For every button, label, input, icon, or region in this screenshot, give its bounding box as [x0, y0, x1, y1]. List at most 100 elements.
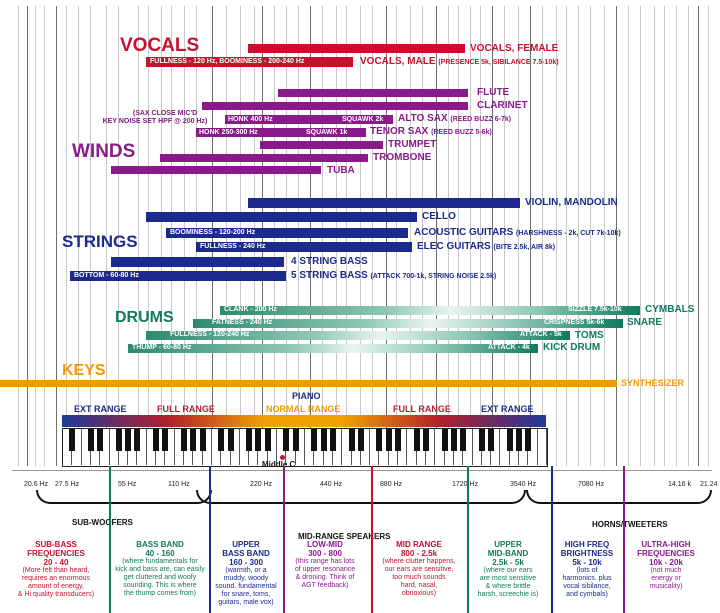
grid-line	[56, 6, 57, 466]
piano-black-key	[329, 429, 336, 451]
piano-white-key	[296, 429, 305, 465]
note-sax-line2: KEY NOISE SET HPF @ 200 Hz)	[102, 118, 208, 125]
piano-white-key	[268, 429, 278, 465]
grid-line	[616, 6, 617, 466]
piano-black-key	[450, 429, 457, 451]
label-alto-note: (REED BUZZ 6-7k)	[450, 116, 512, 123]
piano-black-key	[283, 429, 290, 451]
section-winds: WINDS	[72, 141, 136, 162]
frequency-band: LOW-MID 300 - 800 (this range has lots of u…	[286, 540, 364, 590]
brace-sub-woofers	[36, 490, 212, 504]
grid-line	[504, 6, 505, 466]
label-alto-sax: ALTO SAX (REED BUZZ 6-7k)	[398, 114, 511, 124]
grid-line	[518, 6, 519, 466]
grid-line	[90, 6, 91, 466]
frequency-band-description: (More felt than heard, requires an enormo…	[17, 567, 95, 598]
piano-black-key	[460, 429, 467, 451]
grid-line	[578, 6, 579, 466]
label-5-string-main: 5 STRING BASS	[291, 270, 368, 281]
bar-5-string-bass	[70, 271, 286, 281]
grid-line	[640, 6, 641, 466]
piano-black-key	[134, 429, 141, 451]
frequency-band: UPPER MID-BAND 2.5k - 5k (where our ears are…	[470, 540, 546, 599]
frequency-band-divider	[283, 466, 285, 613]
bar-elec-guitar	[196, 242, 412, 252]
frequency-label: 20.6 Hz	[24, 481, 49, 488]
frequency-band: BASS BAND 40 - 160 (where fundamentals for…	[112, 540, 208, 598]
grid-line	[676, 6, 677, 466]
label-4-string-bass: 4 STRING BASS	[291, 256, 368, 267]
label-elec-main: ELEC GUITARS	[417, 241, 491, 252]
bar-4-string-bass	[111, 257, 284, 267]
piano-black-key	[506, 429, 513, 451]
label-middle-c: Middle C	[262, 460, 296, 469]
bar-text-cymbals-left: CLANK - 200 Hz	[224, 306, 277, 313]
bar-text-toms-left: FULLNESS - 120-240 Hz	[170, 331, 250, 338]
bar-trumpet	[260, 141, 383, 149]
bar-text-snare-left: FATNESS - 240 Hz	[212, 319, 273, 326]
bar-acoustic-guitar	[166, 228, 408, 238]
piano-black-key	[376, 429, 383, 451]
bar-text-tenor-honk: HONK 250-300 Hz	[199, 129, 258, 136]
grid-line	[118, 6, 119, 466]
piano-white-key	[203, 429, 212, 465]
bar-tuba	[111, 166, 321, 174]
piano-white-key	[165, 429, 175, 465]
bar-snare	[193, 319, 623, 328]
bar-text-alto-squawk: SQUAWK 2k	[342, 116, 384, 123]
label-tenor-main: TENOR SAX	[370, 126, 429, 137]
grid-line	[480, 6, 481, 466]
label-elec-note: (BITE 2.5k, AIR 8k)	[493, 244, 556, 251]
frequency-label: 7080 Hz	[578, 481, 605, 488]
bar-text-kick-right: ATTACK - 4k	[488, 344, 530, 351]
piano-black-key	[246, 429, 253, 451]
piano-white-key	[333, 429, 343, 465]
bar-text-alto-honk: HONK 400 Hz	[228, 116, 273, 123]
grid-line	[27, 6, 28, 466]
note-sax-line1: (SAX CLOSE MIC'D	[132, 110, 198, 117]
brace-horns	[526, 490, 712, 504]
frequency-label: 1720 Hz	[452, 481, 479, 488]
frequency-band: HIGH FREQ BRIGHTNESS 5k - 10k (lots of harmo…	[554, 540, 620, 599]
piano-black-key	[181, 429, 187, 451]
bar-flute	[278, 89, 468, 97]
label-vocals-female: VOCALS, FEMALE	[470, 43, 559, 54]
label-tenor-note: (REED BUZZ 5-6k)	[431, 129, 492, 136]
frequency-band-divider	[467, 466, 469, 613]
bar-trombone	[160, 154, 368, 162]
frequency-band-description: (this range has lots of upper resonance & …	[294, 558, 356, 589]
piano-white-key	[463, 429, 473, 465]
frequency-axis-line	[12, 470, 712, 471]
frequency-band-divider	[109, 466, 111, 613]
piano-white-key	[361, 429, 371, 465]
bar-clarinet	[202, 102, 468, 110]
piano-black-key	[357, 429, 364, 451]
section-strings: STRINGS	[62, 232, 138, 251]
label-vocals-male: VOCALS, MALE (PRESENCE 5k, SIBILANCE 7.5…	[360, 57, 559, 67]
frequency-label: 27.5 Hz	[55, 481, 80, 488]
label-kick: KICK DRUM	[543, 342, 601, 353]
label-sub-woofers: SUB-WOOFERS	[72, 518, 133, 527]
piano-black-key	[413, 429, 420, 451]
bar-violin	[248, 198, 520, 208]
label-vocals-male-main: VOCALS, MALE	[360, 56, 436, 67]
piano-black-key	[255, 429, 262, 451]
frequency-band-title: SUB-BASS FREQUENCIES 20 - 40	[27, 540, 85, 567]
bar-tenor-sax	[196, 128, 366, 137]
label-toms: TOMS	[575, 330, 604, 341]
label-tuba: TUBA	[327, 165, 355, 176]
bar-synthesizer	[0, 380, 617, 387]
piano-white-key	[100, 429, 110, 465]
bar-text-snare-right: CRISPNESS 5k-6k	[544, 319, 605, 326]
frequency-band: SUB-BASS FREQUENCIES 20 - 40 (More felt tha…	[4, 540, 108, 599]
bar-cello	[146, 212, 417, 222]
piano-black-key	[97, 429, 104, 451]
grid-line	[566, 6, 567, 466]
piano-black-key	[320, 429, 327, 451]
label-vocals-male-note: (PRESENCE 5k, SIBILANCE 7.5-10k)	[438, 59, 559, 66]
piano-black-key	[516, 429, 523, 451]
frequency-band-title: BASS BAND 40 - 160	[136, 540, 184, 558]
frequency-band-divider	[623, 466, 625, 613]
piano-white-key	[72, 429, 82, 465]
